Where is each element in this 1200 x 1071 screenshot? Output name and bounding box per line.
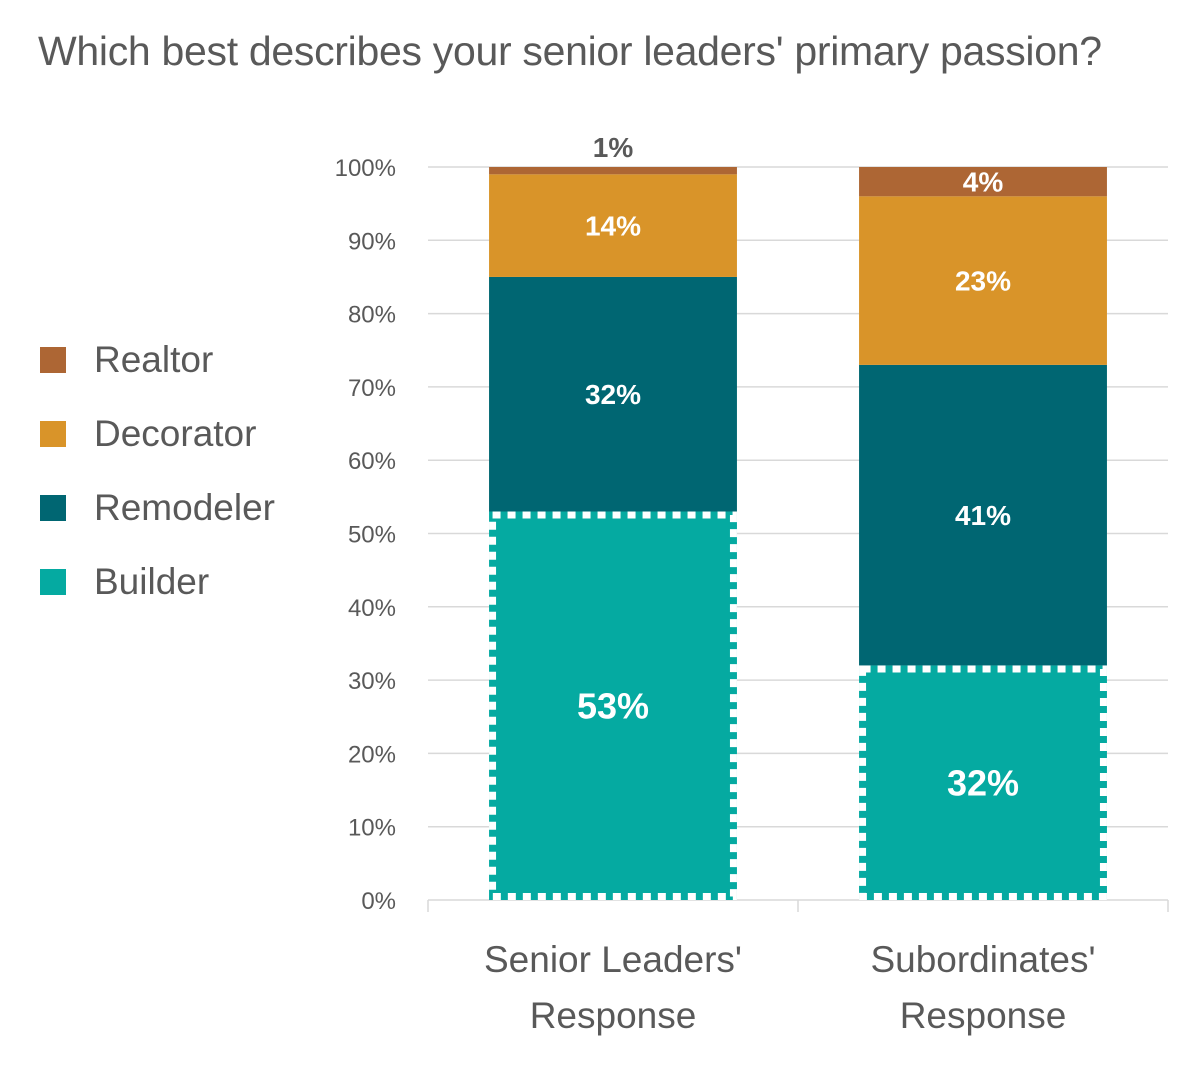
legend-swatch-realtor: [40, 347, 66, 373]
legend-item-builder: Builder: [40, 552, 209, 612]
y-tick-label: 100%: [335, 155, 396, 182]
legend-label-builder: Builder: [94, 561, 210, 602]
legend-item-realtor: Realtor: [40, 330, 213, 390]
legend-swatch-remodeler: [40, 495, 66, 521]
data-label-realtor: 4%: [963, 166, 1004, 197]
bar-segment-remodeler: [859, 364, 1107, 666]
legend-item-remodeler: Remodeler: [40, 478, 275, 538]
bar-segment-decorator: [489, 174, 737, 277]
bar-segment-decorator: [859, 196, 1107, 365]
y-tick-label: 80%: [348, 302, 396, 329]
bar-highlight-outline: [859, 665, 1107, 900]
legend-swatch-decorator: [40, 421, 66, 447]
x-category-label: Response: [530, 995, 697, 1036]
y-tick-label: 0%: [361, 888, 396, 915]
data-label-decorator: 14%: [585, 210, 641, 241]
y-tick-label: 10%: [348, 815, 396, 842]
legend-swatch-builder: [40, 569, 66, 595]
x-category-label: Senior Leaders': [484, 939, 742, 980]
legend-item-decorator: Decorator: [40, 404, 256, 464]
data-label-decorator: 23%: [955, 265, 1011, 296]
chart-title: Which best describes your senior leaders…: [38, 28, 1102, 74]
x-category-label: Response: [900, 995, 1067, 1036]
y-tick-label: 70%: [348, 375, 396, 402]
data-label-remodeler: 41%: [955, 500, 1011, 531]
bar-segment-realtor: [859, 167, 1107, 197]
legend-label-decorator: Decorator: [94, 413, 257, 454]
legend-label-remodeler: Remodeler: [94, 487, 275, 528]
bar-highlight-outline: [489, 511, 737, 900]
y-tick-label: 20%: [348, 741, 396, 768]
y-tick-label: 60%: [348, 448, 396, 475]
x-category-label: Subordinates': [870, 939, 1095, 980]
y-tick-label: 40%: [348, 595, 396, 622]
y-tick-label: 30%: [348, 668, 396, 695]
bar-segment-builder: [489, 511, 737, 900]
data-label-builder: 53%: [577, 685, 649, 726]
legend-label-realtor: Realtor: [94, 339, 214, 380]
data-label-builder: 32%: [947, 762, 1019, 803]
data-label-realtor: 1%: [593, 132, 634, 163]
y-tick-label: 90%: [348, 228, 396, 255]
bar-segment-remodeler: [489, 276, 737, 512]
bar-segment-realtor: [489, 167, 737, 175]
data-label-remodeler: 32%: [585, 379, 641, 410]
bar-segment-builder: [859, 665, 1107, 900]
y-tick-label: 50%: [348, 522, 396, 549]
